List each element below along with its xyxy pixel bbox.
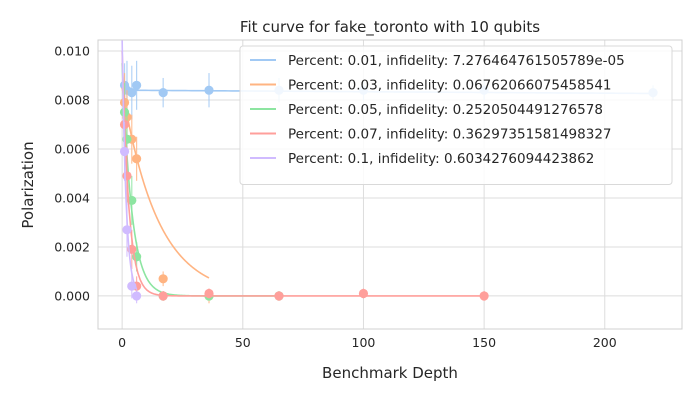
data-point bbox=[132, 154, 142, 164]
x-tick-label: 100 bbox=[352, 335, 376, 350]
y-tick-label: 0.010 bbox=[54, 44, 90, 59]
y-tick-label: 0.002 bbox=[54, 239, 90, 254]
data-point bbox=[479, 291, 489, 301]
ticks: 0 50 100 150 200 0.000 0.002 0.004 0.006 0.008 0.0… bbox=[54, 44, 617, 350]
y-tick-label: 0.006 bbox=[54, 141, 90, 156]
data-point bbox=[358, 288, 369, 299]
y-tick-label: 0.004 bbox=[54, 190, 90, 205]
data-point bbox=[204, 85, 214, 95]
legend-label: Percent: 0.03, infidelity: 0.06762066075… bbox=[288, 78, 612, 94]
series-group bbox=[119, 50, 489, 301]
data-point bbox=[127, 281, 137, 291]
x-tick-label: 150 bbox=[472, 335, 496, 350]
data-point bbox=[127, 88, 137, 98]
y-tick-label: 0.000 bbox=[54, 288, 90, 303]
plot-frame bbox=[97, 39, 683, 330]
data-point bbox=[158, 274, 168, 284]
legend: Percent: 0.01, infidelity: 7.27646476150… bbox=[239, 45, 673, 185]
legend-label: Percent: 0.01, infidelity: 7.27646476150… bbox=[288, 53, 625, 69]
data-point bbox=[204, 288, 214, 299]
y-tick-label: 0.008 bbox=[54, 93, 90, 108]
chart-title: Fit curve for fake_toronto with 10 qubit… bbox=[240, 18, 540, 37]
data-point bbox=[119, 146, 130, 157]
x-tick-label: 0 bbox=[118, 335, 126, 350]
legend-box bbox=[239, 45, 673, 185]
data-point bbox=[132, 80, 142, 90]
legend-label: Percent: 0.05, infidelity: 0.25205044912… bbox=[288, 102, 603, 118]
x-axis-label: Benchmark Depth bbox=[322, 364, 458, 382]
y-axis-label: Polarization bbox=[19, 141, 37, 228]
data-point bbox=[158, 88, 168, 98]
data-point bbox=[158, 291, 168, 301]
series-group bbox=[119, 40, 142, 304]
data-point bbox=[274, 291, 284, 301]
fit-curve bbox=[121, 50, 485, 297]
data-point bbox=[127, 195, 137, 206]
x-tick-label: 200 bbox=[593, 335, 617, 350]
data-point bbox=[122, 171, 132, 181]
data-point bbox=[132, 291, 142, 301]
legend-label: Percent: 0.07, infidelity: 0.36297351581… bbox=[288, 127, 612, 143]
data-point bbox=[122, 225, 132, 235]
legend-label: Percent: 0.1, infidelity: 0.603427609442… bbox=[288, 151, 594, 167]
x-tick-label: 50 bbox=[235, 335, 251, 350]
